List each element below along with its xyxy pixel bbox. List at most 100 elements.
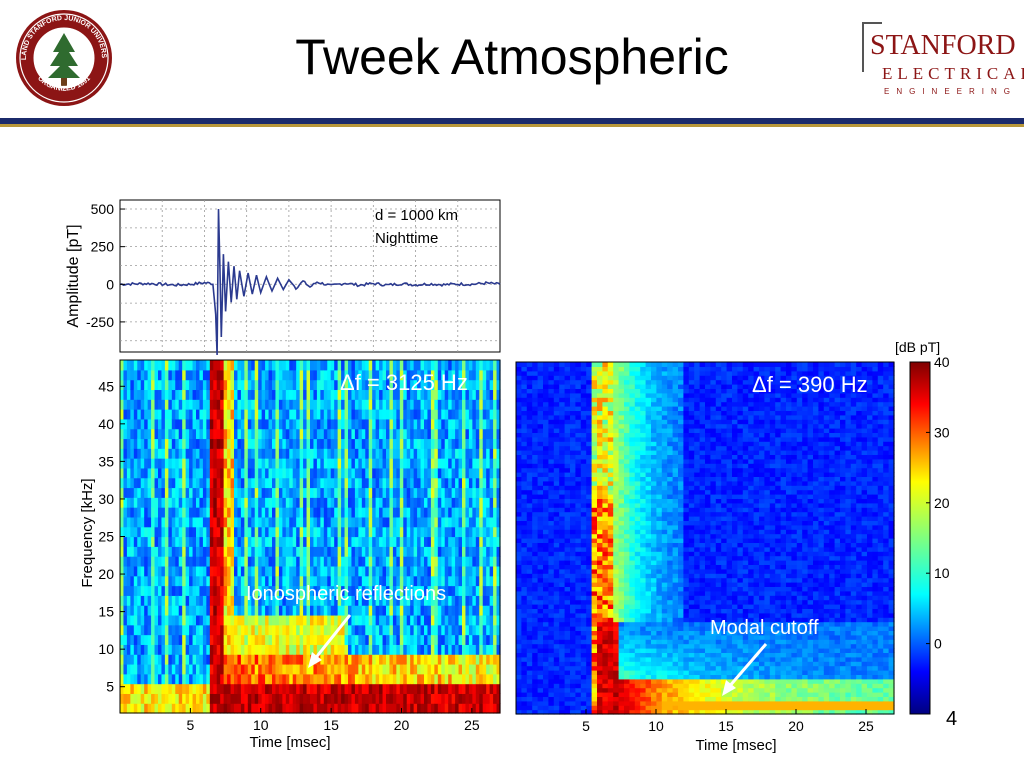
spectrogram-cell <box>316 673 321 685</box>
spectrogram-cell <box>202 536 207 547</box>
spectrogram-cell <box>164 634 169 645</box>
spectrogram-cell <box>489 409 494 420</box>
spectrogram-cell <box>403 703 408 714</box>
spectrogram-cell <box>413 379 418 391</box>
spectrogram-cell <box>516 428 522 433</box>
spectrogram-cell <box>521 375 528 381</box>
spectrogram-cell <box>185 585 190 596</box>
spectrogram-cell <box>265 673 270 685</box>
spectrogram-cell <box>158 477 163 489</box>
spectrogram-cell <box>151 595 156 606</box>
spectrogram-cell <box>278 516 283 528</box>
spectrogram-cell <box>292 654 297 665</box>
spectrogram-cell <box>493 644 498 655</box>
spectrogram-cell <box>437 624 442 636</box>
spectrogram-cell <box>268 487 273 498</box>
spectrogram-cell <box>516 630 522 636</box>
spectrogram-cell <box>330 497 335 508</box>
spectrogram-cell <box>354 448 359 459</box>
spectrogram-cell <box>559 608 566 614</box>
spectrogram-cell <box>486 379 491 391</box>
spectrogram-cell <box>182 428 187 440</box>
spectrogram-cell <box>268 428 273 440</box>
spectrogram-cell <box>140 614 145 626</box>
spectrogram-cell <box>240 693 245 704</box>
spectrogram-cell <box>372 663 377 675</box>
spectrogram-cell <box>521 370 528 376</box>
spectrogram-cell <box>358 663 363 675</box>
spectrogram-cell <box>178 379 183 391</box>
spectrogram-cell <box>216 673 221 685</box>
spectrogram-cell <box>389 575 394 587</box>
spectrogram-cell <box>417 438 422 449</box>
spectrogram-cell <box>323 575 328 587</box>
spectrogram-cell <box>158 546 163 557</box>
spectrogram-cell <box>182 379 187 391</box>
spectrogram-cell <box>553 428 560 433</box>
spectrogram-cell <box>361 624 366 636</box>
spectrogram-cell <box>330 409 335 420</box>
spectrogram-cell <box>537 454 544 460</box>
spectrogram-cell <box>202 507 207 518</box>
spectrogram-cell <box>320 507 325 518</box>
spectrogram-cell <box>553 379 560 385</box>
spectrogram-cell <box>296 693 301 704</box>
spectrogram-cell <box>553 612 560 618</box>
spectrogram-cell <box>441 585 446 596</box>
spectrogram-cell <box>468 703 473 714</box>
spectrogram-cell <box>278 389 283 400</box>
spectrogram-cell <box>265 565 270 577</box>
spectrogram-cell <box>323 595 328 606</box>
spectrogram-cell <box>247 379 252 391</box>
spectrogram-cell <box>354 487 359 498</box>
spectrogram-cell <box>254 536 259 547</box>
spectrogram-cell <box>403 526 408 538</box>
spectrogram-cell <box>199 536 204 547</box>
spectrogram-cell <box>375 418 380 430</box>
spectrogram-cell <box>361 507 366 518</box>
spectrogram-cell <box>543 648 549 653</box>
spectrogram-cell <box>354 360 359 371</box>
spectrogram-cell <box>537 362 544 367</box>
spectrogram-cell <box>444 605 449 616</box>
spectrogram-cell <box>247 516 252 528</box>
spectrogram-cell <box>216 467 221 479</box>
spectrogram-cell <box>230 556 235 567</box>
spectrogram-cell <box>323 399 328 410</box>
logo-line-3: ENGINEERING <box>884 87 1018 96</box>
spectrogram-cell <box>123 654 128 665</box>
spectrogram-cell <box>289 605 294 616</box>
spectrogram-cell <box>441 634 446 645</box>
spectrogram-cell <box>209 467 214 479</box>
spectrogram-cell <box>133 438 138 449</box>
spectrogram-cell <box>278 644 283 655</box>
spectrogram-cell <box>192 536 197 547</box>
spectrogram-cell <box>175 389 180 400</box>
spectrogram-cell <box>323 516 328 528</box>
spectrogram-cell <box>410 556 415 567</box>
spectrogram-cell <box>406 693 411 704</box>
spectrogram-cell <box>532 643 539 649</box>
spectrogram-cell <box>521 388 528 394</box>
spectrogram-cell <box>140 644 145 655</box>
spectrogram-cell <box>348 673 353 685</box>
spectrogram-cell <box>537 463 544 469</box>
spectrogram-cell <box>337 438 342 449</box>
spectrogram-cell <box>543 406 549 411</box>
spectrogram-cell <box>361 428 366 440</box>
spectrogram-cell <box>479 428 484 440</box>
spectrogram-cell <box>532 674 539 680</box>
spectrogram-cell <box>444 369 449 381</box>
spectrogram-cell <box>303 654 308 665</box>
spectrogram-cell <box>348 477 353 489</box>
spectrogram-cell <box>223 624 228 636</box>
spectrogram-cell <box>559 458 566 464</box>
spectrogram-cell <box>379 526 384 538</box>
spectrogram-cell <box>237 556 242 567</box>
spectrogram-cell <box>227 438 232 449</box>
spectrogram-cell <box>313 458 318 469</box>
spectrogram-cell <box>223 409 228 420</box>
spectrogram-cell <box>358 526 363 538</box>
spectrogram-cell <box>526 599 533 605</box>
spectrogram-cell <box>278 438 283 449</box>
